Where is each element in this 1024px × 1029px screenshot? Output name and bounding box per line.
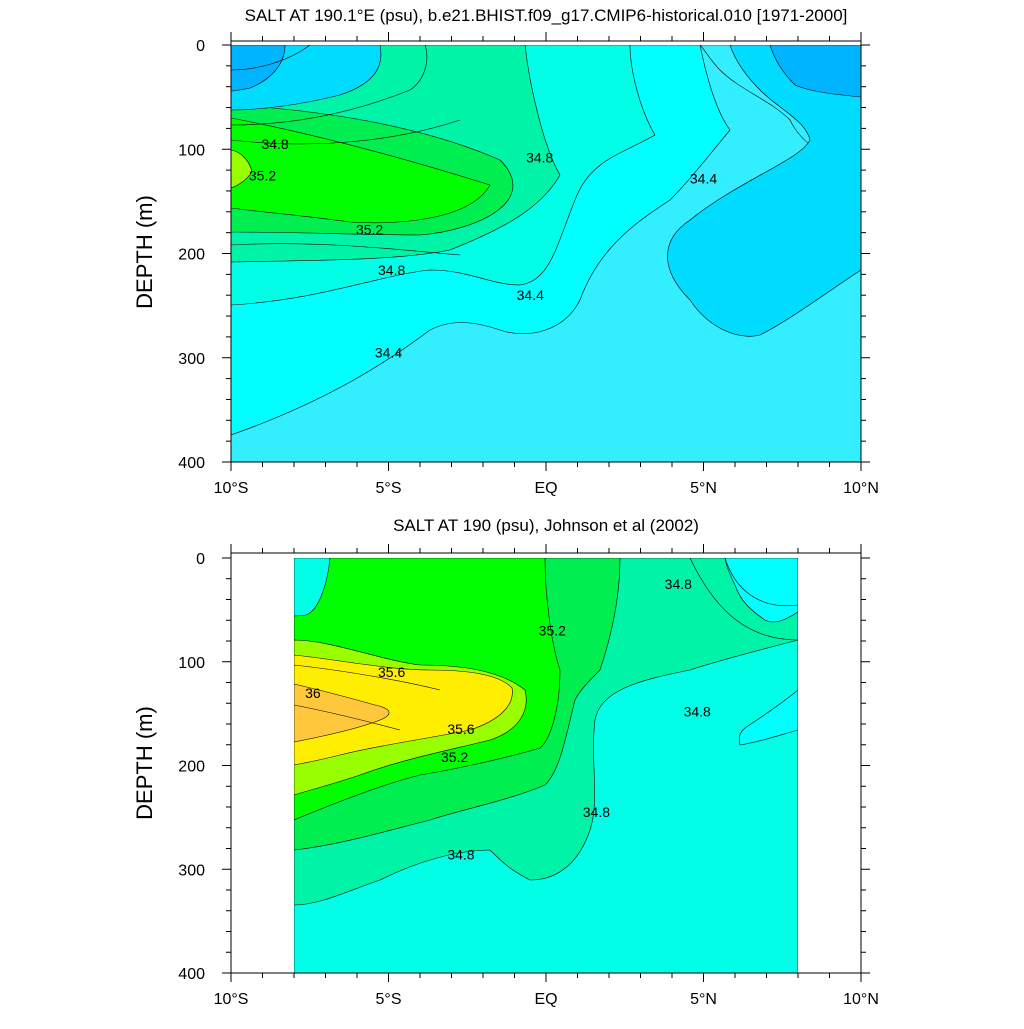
x-tick-label: 10°S bbox=[214, 991, 249, 1008]
salinity-band-34.6 bbox=[724, 558, 798, 623]
salinity-band-35.8 bbox=[294, 654, 513, 766]
y-tick-label: 100 bbox=[178, 142, 205, 159]
contour-fill bbox=[294, 558, 798, 973]
model-panel: SALT AT 190.1°E (psu), b.e21.BHIST.f09_g… bbox=[132, 6, 879, 497]
y-tick-label: 0 bbox=[196, 38, 205, 55]
y-axis-label: DEPTH (m) bbox=[132, 706, 157, 820]
x-tick-label: 10°S bbox=[214, 480, 249, 497]
y-axis-label: DEPTH (m) bbox=[132, 195, 157, 309]
x-tick-label: 5°N bbox=[690, 480, 717, 497]
contour-labels: 34.8 35.2 35.2 34.8 34.4 34.8 34.4 34.4 bbox=[249, 136, 717, 361]
y-tick-label: 400 bbox=[178, 455, 205, 472]
y-tick-label: 100 bbox=[178, 655, 205, 672]
contour-label: 35.2 bbox=[356, 222, 383, 238]
contour-line bbox=[294, 664, 441, 691]
x-tick-label: 10°N bbox=[843, 480, 879, 497]
contour-label: 34.8 bbox=[447, 847, 474, 863]
contour-label: 34.8 bbox=[665, 576, 692, 592]
contour-labels: 36 35.6 35.6 35.2 35.2 34.8 34.8 34.8 34.8 bbox=[305, 576, 711, 863]
contour-label: 34.4 bbox=[375, 345, 402, 361]
contour-label: 34.4 bbox=[517, 287, 544, 303]
x-tick-label: EQ bbox=[534, 480, 557, 497]
x-tick-label: EQ bbox=[534, 991, 557, 1008]
x-tick-label: 5°S bbox=[376, 480, 402, 497]
contour-label: 34.8 bbox=[378, 262, 405, 278]
salinity-band-35.6 bbox=[231, 149, 253, 189]
contour-label: 34.8 bbox=[583, 804, 610, 820]
y-tick-label: 300 bbox=[178, 862, 205, 879]
observation-panel: SALT AT 190 (psu), Johnson et al (2002) … bbox=[132, 516, 879, 1008]
contour-line bbox=[231, 45, 428, 126]
contour-line bbox=[689, 558, 798, 641]
y-tick-label: 300 bbox=[178, 351, 205, 368]
x-tick-label: 10°N bbox=[843, 991, 879, 1008]
contour-label: 35.2 bbox=[539, 623, 566, 639]
x-tick-label: 5°S bbox=[376, 991, 402, 1008]
y-tick-label: 200 bbox=[178, 759, 205, 776]
salinity-band-34.0-south bbox=[231, 45, 286, 92]
contour-label: 35.2 bbox=[249, 167, 276, 183]
contour-fill bbox=[231, 45, 861, 462]
contour-line bbox=[231, 119, 461, 145]
salinity-band-34.2 bbox=[667, 45, 861, 337]
salinity-band-34.8-patch bbox=[294, 558, 331, 617]
contour-label: 35.6 bbox=[378, 664, 405, 680]
contour-label: 34.8 bbox=[261, 136, 288, 152]
y-tick-label: 200 bbox=[178, 247, 205, 264]
x-axis: 10°S 5°S EQ 5°N 10°N bbox=[214, 32, 879, 497]
chart-title: SALT AT 190.1°E (psu), b.e21.BHIST.f09_g… bbox=[245, 6, 848, 25]
contour-label: 34.8 bbox=[526, 150, 553, 166]
contour-label: 34.8 bbox=[684, 704, 711, 720]
contour-label: 36 bbox=[305, 685, 321, 701]
contour-line bbox=[231, 243, 461, 256]
contour-label: 35.6 bbox=[447, 721, 474, 737]
y-axis: 0 100 200 300 400 bbox=[178, 551, 870, 983]
contour-line bbox=[294, 704, 401, 731]
contour-label: 34.4 bbox=[690, 170, 717, 186]
y-axis: 0 100 200 300 400 bbox=[178, 38, 870, 472]
y-tick-label: 400 bbox=[178, 966, 205, 983]
contour-line bbox=[231, 45, 311, 71]
salinity-band-34.0-north bbox=[769, 45, 861, 98]
y-tick-label: 0 bbox=[196, 551, 205, 568]
x-tick-label: 5°N bbox=[690, 991, 717, 1008]
contour-line bbox=[724, 558, 798, 607]
contour-label: 35.2 bbox=[441, 749, 468, 765]
salinity-band-34.6-east bbox=[738, 689, 798, 746]
salinity-band-36.0 bbox=[294, 683, 390, 743]
x-axis: 10°S 5°S EQ 5°N 10°N bbox=[214, 544, 879, 1008]
chart-title: SALT AT 190 (psu), Johnson et al (2002) bbox=[393, 516, 699, 535]
